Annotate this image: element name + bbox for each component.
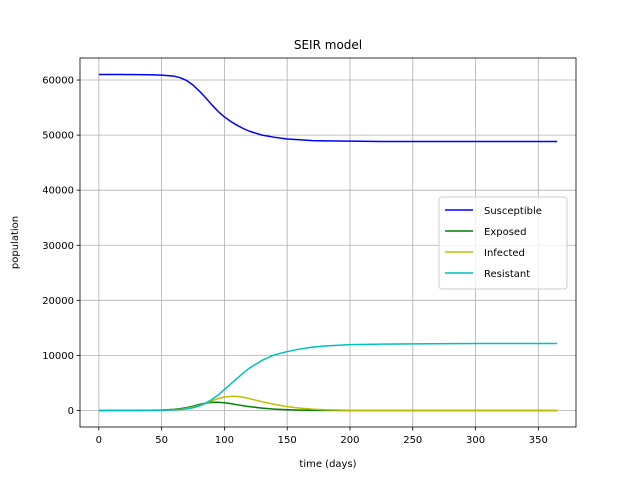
legend-label-susceptible: Susceptible bbox=[484, 206, 542, 217]
series-line-resistant bbox=[98, 342, 558, 412]
series-lines bbox=[98, 73, 558, 412]
legend-label-infected: Infected bbox=[484, 248, 525, 259]
x-tick-label: 100 bbox=[215, 435, 234, 446]
x-tick-label: 150 bbox=[278, 435, 297, 446]
x-tick-label: 350 bbox=[529, 435, 548, 446]
y-tick-label: 30000 bbox=[42, 241, 74, 252]
x-tick-label: 50 bbox=[155, 435, 168, 446]
y-tick-label: 60000 bbox=[42, 76, 74, 87]
x-tick-label: 0 bbox=[96, 435, 102, 446]
y-tick-label: 0 bbox=[68, 406, 74, 417]
legend: Susceptible Exposed Infected Resistant bbox=[438, 196, 568, 290]
series-line-susceptible bbox=[98, 73, 558, 143]
legend-label-resistant: Resistant bbox=[484, 269, 530, 280]
x-tick-label: 300 bbox=[466, 435, 485, 446]
x-axis-label: time (days) bbox=[299, 459, 356, 470]
y-axis-label: population bbox=[10, 216, 21, 269]
y-tick-label: 10000 bbox=[42, 351, 74, 362]
legend-label-exposed: Exposed bbox=[484, 227, 526, 238]
legend-box bbox=[438, 196, 568, 290]
axes: 0 50 100 150 200 250 300 350 0 10000 20000 30000 400… bbox=[42, 57, 577, 446]
y-tick-label: 40000 bbox=[42, 186, 74, 197]
x-tick-label: 250 bbox=[403, 435, 422, 446]
axes-frame bbox=[79, 57, 577, 428]
y-tick-label: 20000 bbox=[42, 296, 74, 307]
x-tick-label: 200 bbox=[340, 435, 359, 446]
chart-title: SEIR model bbox=[294, 38, 362, 52]
y-tick-label: 50000 bbox=[42, 131, 74, 142]
